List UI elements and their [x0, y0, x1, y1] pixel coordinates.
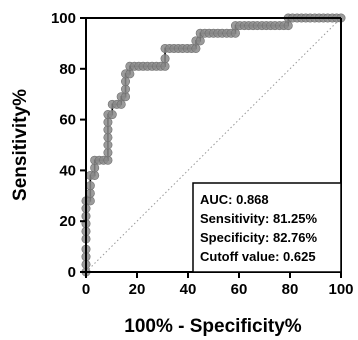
y-tick-label: 40 [59, 162, 76, 179]
x-tick-label: 20 [129, 281, 146, 298]
roc-point [90, 170, 100, 180]
roc-point [121, 92, 131, 102]
specificity-label: Specificity: 82.76% [200, 230, 317, 245]
roc-point [90, 163, 100, 173]
roc-point [125, 69, 135, 79]
roc-point [121, 77, 131, 87]
roc-point [103, 140, 113, 150]
roc-point [160, 61, 170, 71]
roc-point [85, 188, 95, 198]
roc-point [230, 28, 240, 38]
roc-point [191, 43, 201, 53]
roc-point [283, 21, 293, 31]
y-tick-label: 0 [68, 264, 76, 281]
roc-point [85, 181, 95, 191]
roc-point [195, 36, 205, 46]
x-tick-label: 60 [231, 281, 248, 298]
roc-point [85, 196, 95, 206]
x-tick-label: 80 [282, 281, 299, 298]
stats-box: AUC: 0.868 Sensitivity: 81.25% Specifici… [192, 182, 342, 273]
roc-point [160, 54, 170, 64]
x-axis-title: 100% - Specificity% [124, 316, 302, 337]
cutoff-label: Cutoff value: 0.625 [200, 249, 316, 264]
roc-point [116, 99, 126, 109]
stats-box-frame [192, 182, 342, 273]
y-axis-title: Sensitivity% [10, 89, 31, 201]
roc-point [103, 155, 113, 165]
roc-point [103, 148, 113, 158]
roc-point [121, 84, 131, 94]
y-tick-label: 100 [51, 10, 76, 27]
roc-point [107, 110, 117, 120]
x-tick-group: 0 20 40 60 80 100 [82, 272, 354, 298]
sensitivity-label: Sensitivity: 81.25% [200, 211, 317, 226]
x-tick-label: 100 [328, 281, 353, 298]
y-tick-label: 80 [59, 61, 76, 78]
roc-point [103, 132, 113, 142]
y-tick-label: 20 [59, 213, 76, 230]
y-tick-group: 0 20 40 60 80 100 [51, 10, 86, 281]
roc-point [103, 125, 113, 135]
auc-label: AUC: 0.868 [200, 192, 269, 207]
roc-point [103, 117, 113, 127]
y-tick-label: 60 [59, 112, 76, 129]
x-tick-label: 0 [82, 281, 90, 298]
x-tick-label: 40 [180, 281, 197, 298]
